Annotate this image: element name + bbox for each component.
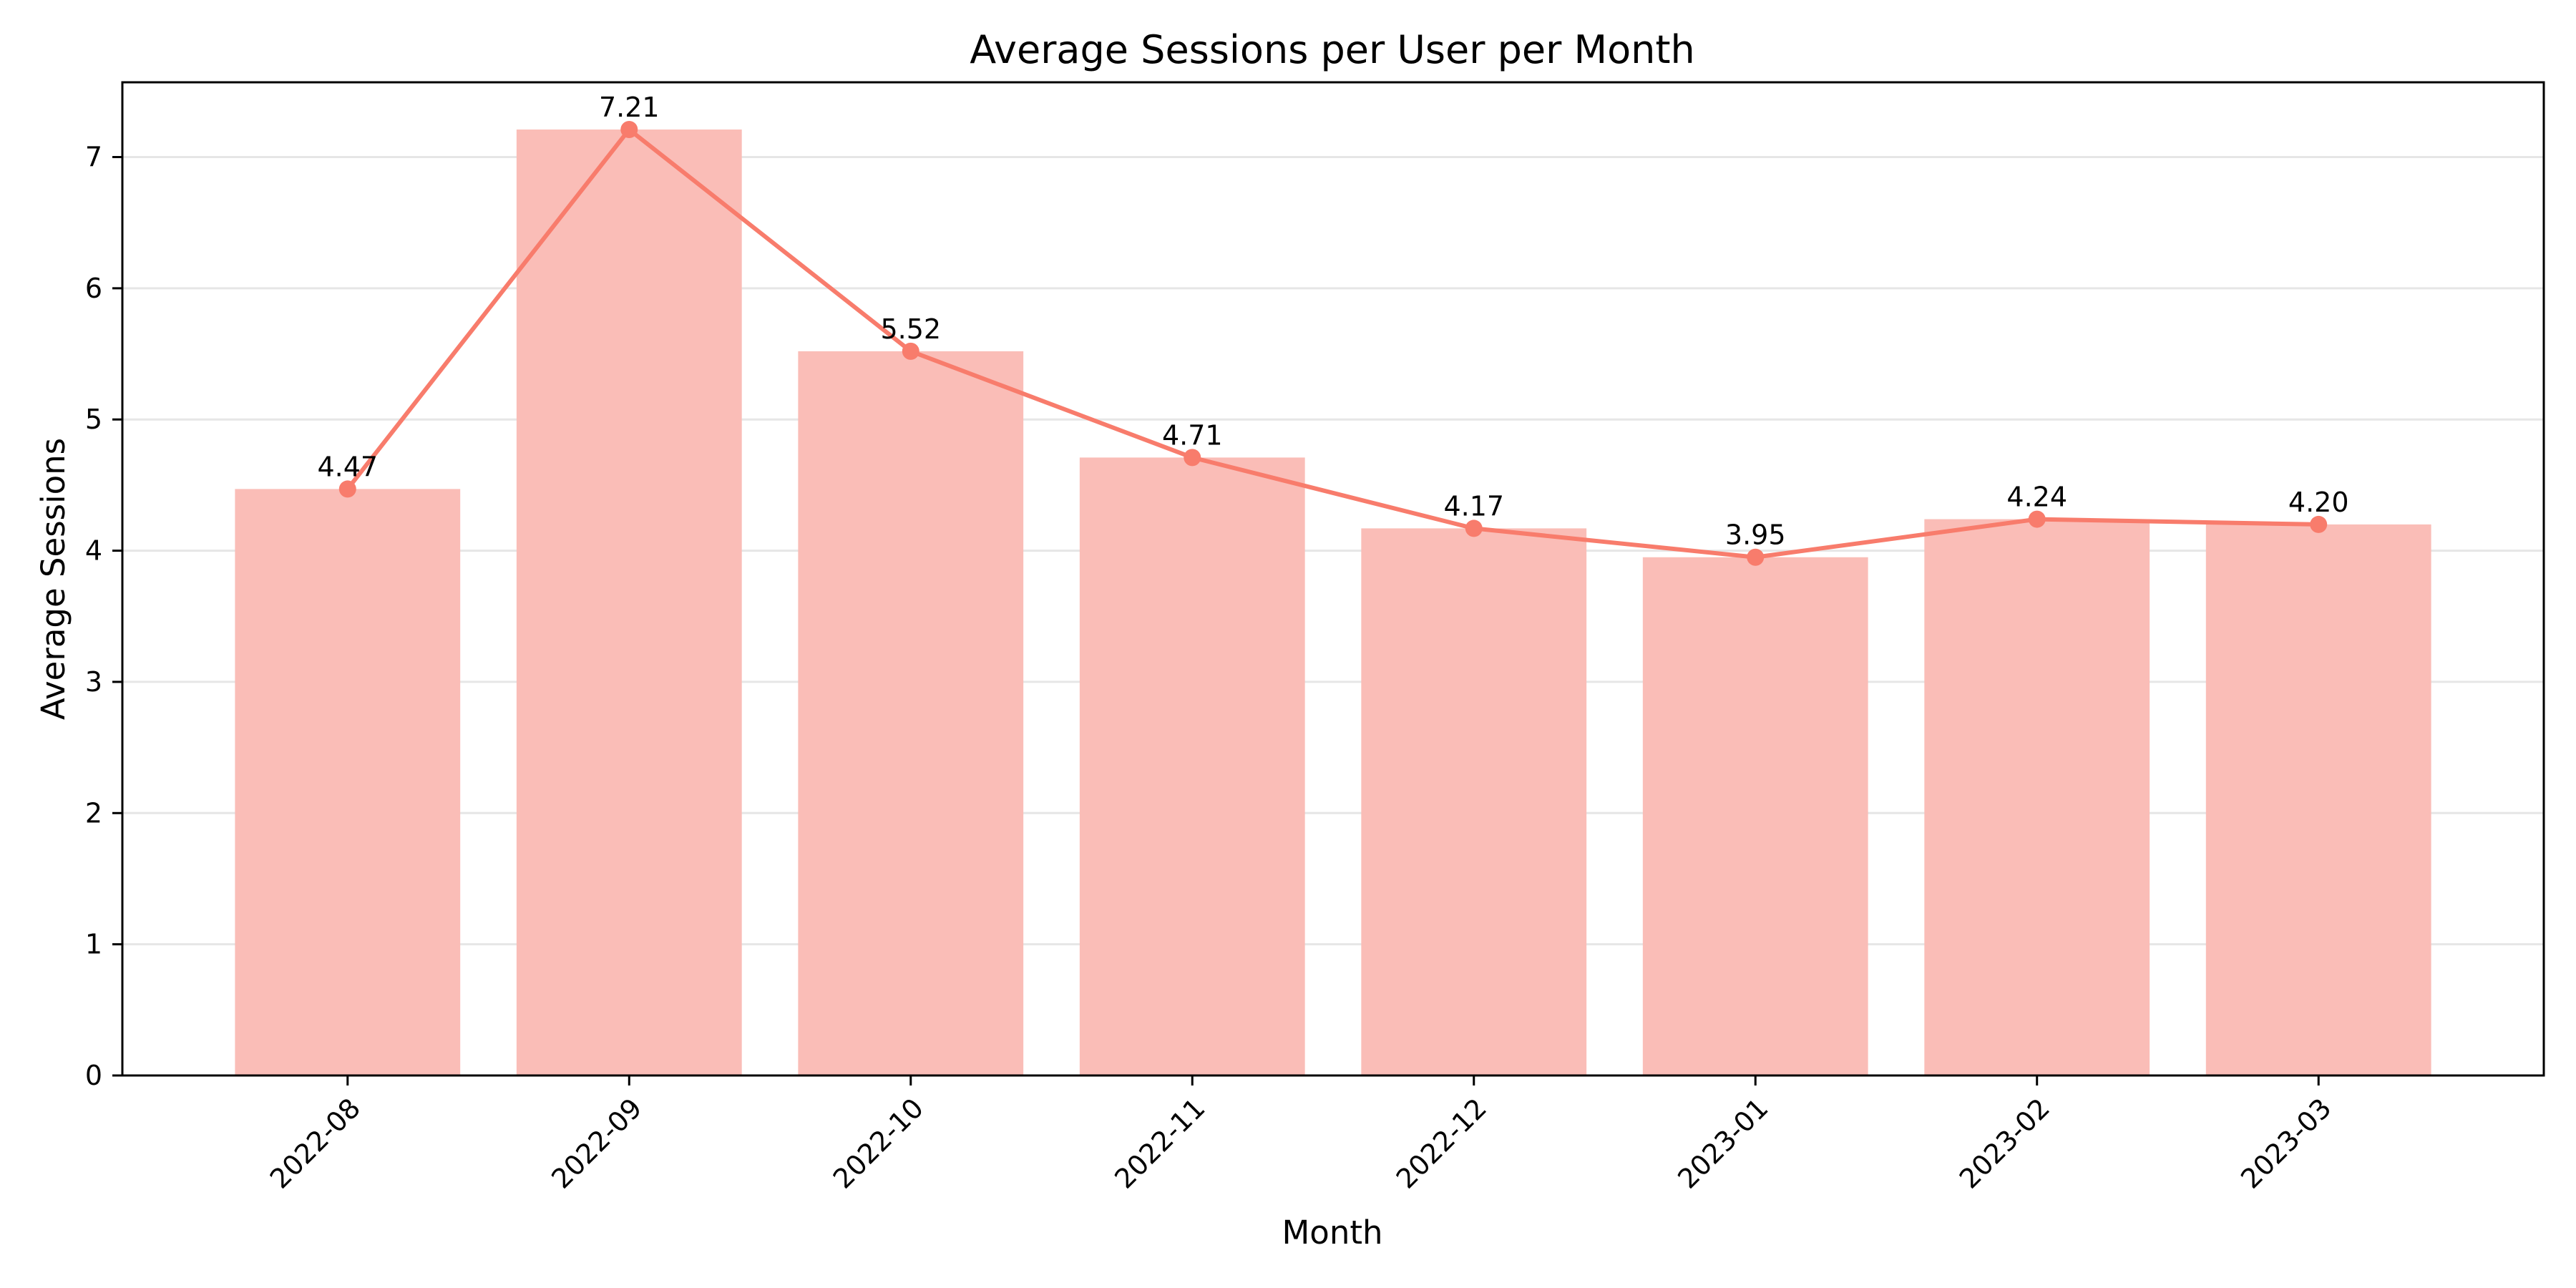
gridlines — [122, 156, 2544, 946]
x-axis-label: Month — [1282, 1214, 1382, 1252]
data-label: 4.71 — [1162, 419, 1223, 451]
series-line — [346, 127, 2319, 560]
data-label: 3.95 — [1725, 519, 1786, 551]
data-labels: 4.47 7.21 5.52 4.71 4.17 3.95 4.24 4.20 — [317, 92, 2348, 551]
data-label: 5.52 — [880, 313, 941, 345]
y-tick-label: 3 — [85, 666, 102, 698]
line-point — [902, 342, 919, 360]
line-point — [338, 480, 356, 498]
x-axis: 2022-08 2022-09 2022-10 2022-11 2022-12 2023-… — [264, 1075, 2338, 1195]
x-tick-label: 2022-12 — [1390, 1092, 1493, 1194]
data-label: 7.21 — [599, 92, 660, 123]
x-tick-label: 2022-09 — [545, 1092, 648, 1194]
chart-title: Average Sessions per User per Month — [970, 27, 1694, 72]
bar — [1924, 519, 2150, 1075]
data-label: 4.20 — [2288, 487, 2349, 518]
y-tick-label: 5 — [85, 404, 102, 435]
line-point — [2310, 515, 2328, 533]
bar — [798, 351, 1024, 1075]
bars — [235, 130, 2431, 1075]
line-point — [620, 121, 638, 139]
data-label: 4.47 — [317, 451, 378, 482]
line-point — [2028, 510, 2046, 528]
bar — [2205, 524, 2431, 1075]
y-tick-label: 0 — [85, 1060, 102, 1091]
x-tick-label: 2022-08 — [264, 1092, 366, 1194]
line-point — [1465, 519, 1483, 537]
data-label: 4.24 — [2006, 482, 2067, 513]
plot-frame — [121, 81, 2545, 1077]
bar — [516, 130, 742, 1075]
y-tick-label: 4 — [85, 535, 102, 567]
y-tick-label: 6 — [85, 273, 102, 304]
line-point — [1184, 449, 1201, 467]
line-series — [338, 121, 2328, 566]
y-tick-label: 2 — [85, 797, 102, 829]
y-axis-label: Average Sessions — [34, 438, 72, 720]
bar — [1642, 557, 1868, 1075]
bar — [1361, 528, 1587, 1075]
bar — [235, 489, 461, 1075]
y-tick-label: 7 — [85, 142, 102, 173]
bar — [1079, 457, 1305, 1075]
x-tick-label: 2023-01 — [1672, 1092, 1774, 1194]
x-tick-label: 2023-02 — [1953, 1092, 2056, 1194]
y-tick-label: 1 — [85, 929, 102, 960]
x-tick-label: 2023-03 — [2235, 1092, 2337, 1194]
y-axis: 0 1 2 3 4 5 6 7 — [85, 142, 122, 1091]
data-label: 4.17 — [1443, 490, 1504, 522]
x-tick-label: 2022-11 — [1108, 1092, 1211, 1194]
line-point — [1747, 548, 1765, 566]
x-tick-label: 2022-10 — [827, 1092, 930, 1194]
